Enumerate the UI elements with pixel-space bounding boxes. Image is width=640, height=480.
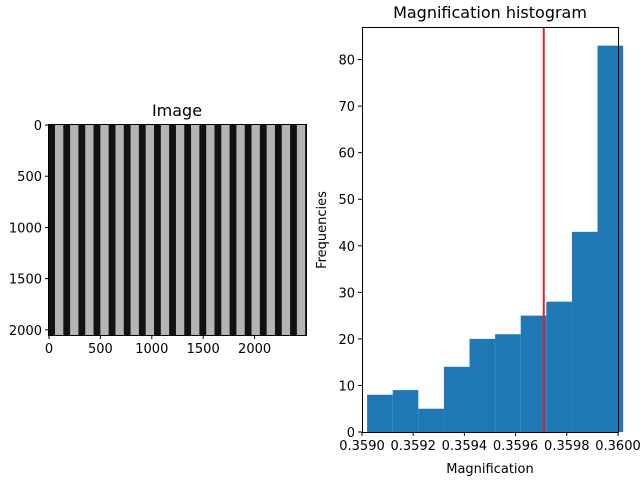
histogram-ylabel: Frequencies — [315, 191, 330, 269]
image-x-tick-label: 1500 — [187, 342, 220, 357]
histogram-bar — [495, 334, 521, 432]
image-stripe — [115, 125, 124, 335]
histogram-y-tick-label: 70 — [338, 100, 355, 115]
image-y-axis: 0 500 1000 1500 2000 — [9, 119, 49, 339]
image-x-tick-label: 1000 — [135, 342, 168, 357]
histogram-xlabel: Magnification — [446, 462, 534, 477]
image-x-axis: 0 500 1000 1500 2000 — [45, 335, 271, 357]
histogram-bar — [597, 45, 624, 433]
histogram-y-tick-label: 80 — [338, 54, 355, 69]
histogram-x-tick-label: 0.3594 — [442, 439, 488, 454]
histogram-x-tick-label: 0.3592 — [390, 439, 436, 454]
histogram-y-tick-label: 40 — [338, 240, 355, 255]
image-x-tick-label: 0 — [45, 342, 53, 357]
image-title: Image — [152, 101, 202, 120]
image-stripe — [130, 125, 139, 335]
histogram-frame — [362, 27, 619, 433]
histogram-bar — [520, 315, 547, 432]
image-stripe — [281, 125, 291, 335]
image-stripe — [296, 125, 306, 335]
histogram-x-tick-label: 0.3600 — [595, 439, 640, 454]
histogram-y-axis: 0 10 20 30 40 50 60 70 80 — [338, 54, 362, 441]
image-stripe — [175, 125, 185, 335]
image-x-tick-label: 500 — [88, 342, 113, 357]
histogram-y-tick-label: 30 — [338, 286, 355, 301]
image-y-tick-label: 0 — [34, 119, 42, 134]
histogram-bar — [571, 231, 598, 432]
histogram-bar — [367, 394, 393, 432]
image-stripes — [49, 125, 306, 335]
image-stripe — [266, 125, 275, 335]
histogram-y-tick-label: 0 — [347, 426, 355, 441]
histogram-bar — [469, 338, 496, 432]
image-stripe — [221, 125, 230, 335]
image-stripe — [160, 125, 170, 335]
image-x-tick-label: 2000 — [238, 342, 271, 357]
image-stripe — [85, 125, 94, 335]
image-y-tick-label: 1500 — [9, 273, 42, 288]
histogram-x-axis: 0.3590 0.3592 0.3594 0.3596 0.3598 0.3600 — [339, 432, 640, 454]
histogram-bar — [392, 390, 419, 432]
image-stripe — [100, 125, 109, 335]
histogram-bar — [546, 301, 572, 432]
histogram-x-tick-label: 0.3598 — [544, 439, 590, 454]
image-stripe — [251, 125, 260, 335]
histogram-y-tick-label: 50 — [338, 193, 355, 208]
image-panel: Image 0 500 1000 1500 2000 0 500 1000 1500 2000 — [9, 101, 307, 357]
image-y-tick-label: 2000 — [9, 324, 42, 339]
histogram-bar — [443, 366, 470, 432]
image-stripe — [191, 125, 200, 335]
image-frame — [48, 124, 307, 336]
histogram-x-tick-label: 0.3590 — [339, 439, 385, 454]
histogram-title: Magnification histogram — [393, 3, 587, 22]
image-stripe — [206, 125, 215, 335]
histogram-bars — [367, 45, 624, 433]
image-y-tick-label: 1000 — [9, 221, 42, 236]
image-stripe — [70, 125, 79, 335]
histogram-y-tick-label: 20 — [338, 333, 355, 348]
histogram-x-tick-label: 0.3596 — [493, 439, 539, 454]
histogram-y-tick-label: 60 — [338, 147, 355, 162]
image-stripe — [236, 125, 245, 335]
histogram-y-tick-label: 10 — [338, 379, 355, 394]
histogram-bar — [418, 408, 444, 432]
image-stripe — [55, 125, 64, 335]
image-y-tick-label: 500 — [17, 170, 42, 185]
histogram-panel: Magnification histogram 0.3590 0.3592 0.35… — [315, 3, 640, 477]
image-stripe — [145, 125, 155, 335]
